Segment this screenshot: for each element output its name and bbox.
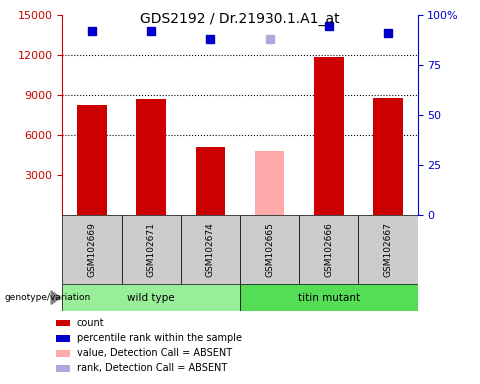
Text: GDS2192 / Dr.21930.1.A1_at: GDS2192 / Dr.21930.1.A1_at xyxy=(140,12,340,25)
Bar xyxy=(57,319,70,326)
Bar xyxy=(62,284,240,311)
Bar xyxy=(57,335,70,342)
Bar xyxy=(136,99,166,215)
Bar xyxy=(240,215,299,284)
Text: titin mutant: titin mutant xyxy=(298,293,360,303)
Text: rank, Detection Call = ABSENT: rank, Detection Call = ABSENT xyxy=(76,364,227,374)
Bar xyxy=(314,56,344,215)
Bar xyxy=(57,365,70,372)
Bar xyxy=(373,98,403,215)
Text: value, Detection Call = ABSENT: value, Detection Call = ABSENT xyxy=(76,348,232,359)
Bar xyxy=(57,350,70,357)
Text: genotype/variation: genotype/variation xyxy=(5,293,91,302)
Bar xyxy=(299,215,359,284)
Text: percentile rank within the sample: percentile rank within the sample xyxy=(76,333,241,343)
Bar xyxy=(240,284,418,311)
Text: GSM102665: GSM102665 xyxy=(265,222,274,277)
Bar xyxy=(255,151,284,215)
Polygon shape xyxy=(51,291,60,304)
Bar xyxy=(181,215,240,284)
Text: GSM102666: GSM102666 xyxy=(324,222,333,277)
Bar xyxy=(196,147,225,215)
Text: GSM102669: GSM102669 xyxy=(87,222,96,277)
Text: wild type: wild type xyxy=(127,293,175,303)
Bar xyxy=(62,215,121,284)
Text: GSM102667: GSM102667 xyxy=(384,222,393,277)
Bar xyxy=(359,215,418,284)
Text: GSM102671: GSM102671 xyxy=(147,222,156,277)
Bar xyxy=(121,215,181,284)
Bar xyxy=(77,104,107,215)
Text: GSM102674: GSM102674 xyxy=(206,222,215,277)
Text: count: count xyxy=(76,318,104,328)
